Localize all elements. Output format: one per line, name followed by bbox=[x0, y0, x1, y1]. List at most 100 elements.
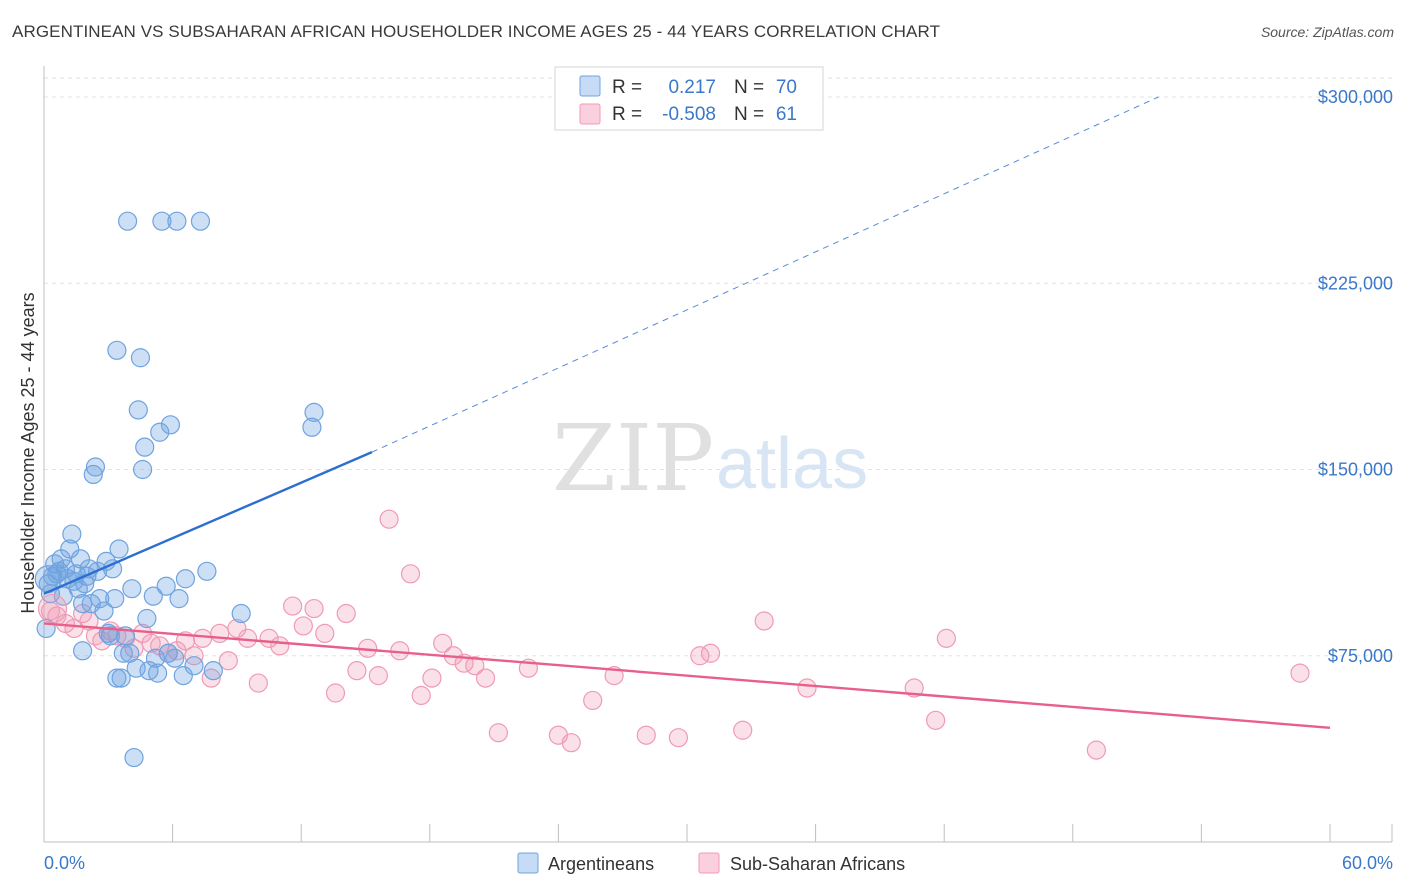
argentinean-point bbox=[100, 626, 121, 646]
argentinean-point bbox=[109, 539, 129, 559]
axes bbox=[43, 66, 1393, 843]
argentinean-point bbox=[105, 589, 125, 609]
argentinean-point bbox=[143, 586, 163, 606]
subsaharan-point bbox=[325, 683, 346, 703]
stats-n-value-subsaharan: 61 bbox=[776, 104, 797, 125]
argentinean-point bbox=[175, 569, 196, 589]
subsaharan-point bbox=[733, 720, 753, 740]
stats-swatch-subsaharan bbox=[579, 103, 601, 125]
argentinean-point bbox=[122, 579, 142, 599]
watermark-zip: ZIP bbox=[552, 405, 714, 512]
subsaharan-point bbox=[936, 628, 956, 648]
argentinean-point bbox=[137, 608, 157, 629]
subsaharan-point bbox=[193, 628, 213, 648]
argentinean-point bbox=[169, 589, 189, 609]
subsaharan-point bbox=[293, 616, 313, 636]
argentinean-point bbox=[190, 211, 211, 231]
subsaharan-point bbox=[465, 656, 485, 676]
y-tick-label: $150,000 bbox=[1318, 460, 1393, 480]
argentinean-point bbox=[203, 661, 223, 681]
stats-r-label-2: R = bbox=[612, 104, 642, 125]
argentinean-point bbox=[173, 666, 193, 686]
subsaharan-point bbox=[797, 678, 817, 698]
subsaharan-point bbox=[668, 728, 689, 748]
argentinean-point bbox=[83, 464, 103, 485]
subsaharan-point bbox=[368, 666, 388, 686]
stats-r-value-argentineans: 0.217 bbox=[668, 77, 716, 98]
legend-label-argentineans: Argentineans bbox=[548, 854, 654, 874]
y-tick-label: $300,000 bbox=[1318, 87, 1393, 107]
argentinean-point bbox=[167, 211, 187, 231]
argentinean-point bbox=[302, 417, 322, 437]
argentinean-point bbox=[135, 437, 155, 457]
source-label: Source: ZipAtlas.com bbox=[1260, 24, 1394, 40]
subsaharan-point bbox=[475, 668, 496, 688]
subsaharan-point bbox=[210, 623, 230, 644]
subsaharan-point bbox=[336, 603, 356, 624]
legend-swatch-argentineans bbox=[517, 852, 539, 874]
argentinean-point bbox=[107, 340, 127, 360]
legend-swatch-subsaharan bbox=[698, 852, 720, 874]
legend: Argentineans Sub-Saharan Africans bbox=[517, 852, 905, 874]
y-axis-label: Householder Income Ages 25 - 44 years bbox=[18, 292, 38, 613]
subsaharan-point bbox=[583, 690, 603, 711]
argentinean-point bbox=[94, 601, 114, 621]
legend-item-argentineans[interactable]: Argentineans bbox=[517, 852, 654, 874]
subsaharan-point bbox=[411, 685, 431, 706]
subsaharan-point bbox=[926, 710, 946, 730]
argentinean-point bbox=[165, 648, 185, 668]
subsaharan-point bbox=[754, 611, 774, 631]
stats-box: R = 0.217 N = 70 R = -0.508 N = 61 bbox=[554, 66, 824, 131]
chart-title: ARGENTINEAN VS SUBSAHARAN AFRICAN HOUSEH… bbox=[12, 22, 941, 41]
stats-n-label-1: N = bbox=[734, 77, 764, 98]
subsaharan-point bbox=[488, 723, 508, 743]
subsaharan-point bbox=[270, 636, 290, 656]
stats-n-label-2: N = bbox=[734, 104, 764, 125]
stats-r-label-1: R = bbox=[612, 77, 642, 98]
legend-item-subsaharan[interactable]: Sub-Saharan Africans bbox=[698, 852, 905, 874]
argentinean-point bbox=[85, 457, 106, 477]
argentinean-point bbox=[72, 641, 93, 661]
grid bbox=[44, 77, 1392, 657]
data-points bbox=[34, 211, 1310, 768]
argentinean-point bbox=[62, 524, 82, 544]
watermark-atlas: atlas bbox=[716, 424, 868, 504]
subsaharan-point bbox=[248, 673, 268, 693]
subsaharan-point bbox=[315, 623, 335, 644]
argentinean-point bbox=[158, 643, 178, 663]
subsaharan-point bbox=[184, 646, 204, 666]
argentinean-point bbox=[231, 603, 251, 624]
trend-line-argentineans bbox=[43, 451, 373, 595]
argentinean-point bbox=[128, 400, 148, 420]
y-tick-label: $225,000 bbox=[1318, 273, 1393, 293]
argentinean-point bbox=[60, 539, 80, 559]
subsaharan-point bbox=[218, 651, 238, 671]
argentinean-point bbox=[147, 663, 168, 683]
subsaharan-point bbox=[561, 733, 581, 753]
subsaharan-point bbox=[422, 668, 442, 688]
argentinean-point bbox=[156, 576, 176, 596]
x-tick-label-min: 0.0% bbox=[44, 853, 85, 873]
subsaharan-point bbox=[283, 596, 303, 616]
y-tick-labels: $300,000 $225,000 $150,000 $75,000 bbox=[1318, 87, 1393, 666]
x-tick-labels: 0.0% 60.0% bbox=[44, 853, 1393, 873]
watermark: ZIP atlas bbox=[552, 405, 868, 512]
subsaharan-point bbox=[636, 725, 656, 745]
argentinean-point bbox=[90, 589, 110, 609]
argentinean-point bbox=[117, 211, 138, 231]
subsaharan-point bbox=[227, 618, 247, 639]
argentinean-point bbox=[304, 402, 324, 422]
stats-r-value-subsaharan: -0.508 bbox=[662, 104, 716, 125]
legend-label-subsaharan: Sub-Saharan Africans bbox=[730, 854, 905, 874]
trend-lines bbox=[43, 96, 1331, 729]
stats-n-value-argentineans: 70 bbox=[776, 77, 797, 98]
argentinean-point bbox=[160, 415, 181, 435]
x-tick-label-max: 60.0% bbox=[1342, 853, 1393, 873]
argentinean-point bbox=[130, 348, 151, 368]
argentinean-point bbox=[124, 747, 144, 768]
subsaharan-point bbox=[379, 509, 399, 529]
argentinean-point bbox=[132, 459, 153, 480]
argentinean-point bbox=[152, 211, 172, 231]
subsaharan-point bbox=[347, 661, 367, 681]
